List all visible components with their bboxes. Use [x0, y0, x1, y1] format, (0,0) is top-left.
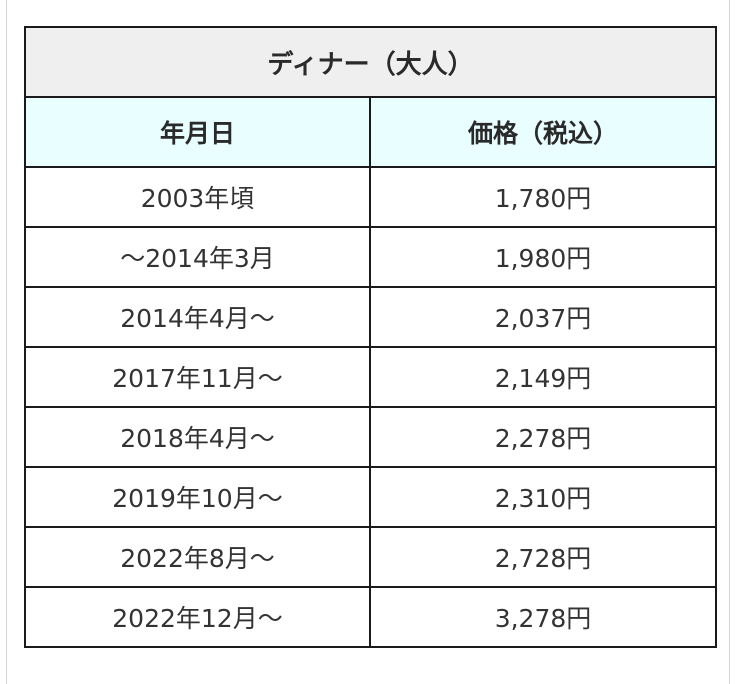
price-cell: 2,149円: [369, 346, 717, 408]
date-cell: 2017年11月～: [24, 346, 371, 408]
price-cell: 1,780円: [369, 166, 717, 228]
table-title-row: ディナー（大人）: [24, 26, 717, 98]
table-row: 2014年4月～ 2,037円: [24, 286, 717, 348]
table-row: 2022年8月～ 2,728円: [24, 526, 717, 588]
table-row: 2003年頃 1,780円: [24, 166, 717, 228]
table-header-row: 年月日 価格（税込）: [24, 96, 717, 168]
table-row: ～2014年3月 1,980円: [24, 226, 717, 288]
date-cell: 2019年10月～: [24, 466, 371, 528]
table-row: 2022年12月～ 3,278円: [24, 586, 717, 648]
price-cell: 2,728円: [369, 526, 717, 588]
column-header-price: 価格（税込）: [369, 96, 717, 168]
price-cell: 2,310円: [369, 466, 717, 528]
date-cell: 2003年頃: [24, 166, 371, 228]
price-cell: 2,037円: [369, 286, 717, 348]
price-cell: 2,278円: [369, 406, 717, 468]
price-cell: 1,980円: [369, 226, 717, 288]
table-row: 2019年10月～ 2,310円: [24, 466, 717, 528]
date-cell: 2022年12月～: [24, 586, 371, 648]
date-cell: 2018年4月～: [24, 406, 371, 468]
price-history-table: ディナー（大人） 年月日 価格（税込） 2003年頃 1,780円 ～2014年…: [24, 26, 717, 648]
table-row: 2018年4月～ 2,278円: [24, 406, 717, 468]
content-frame: [6, 0, 730, 684]
column-header-date: 年月日: [24, 96, 371, 168]
date-cell: ～2014年3月: [24, 226, 371, 288]
table-row: 2017年11月～ 2,149円: [24, 346, 717, 408]
table-title: ディナー（大人）: [24, 26, 717, 98]
price-cell: 3,278円: [369, 586, 717, 648]
date-cell: 2022年8月～: [24, 526, 371, 588]
date-cell: 2014年4月～: [24, 286, 371, 348]
